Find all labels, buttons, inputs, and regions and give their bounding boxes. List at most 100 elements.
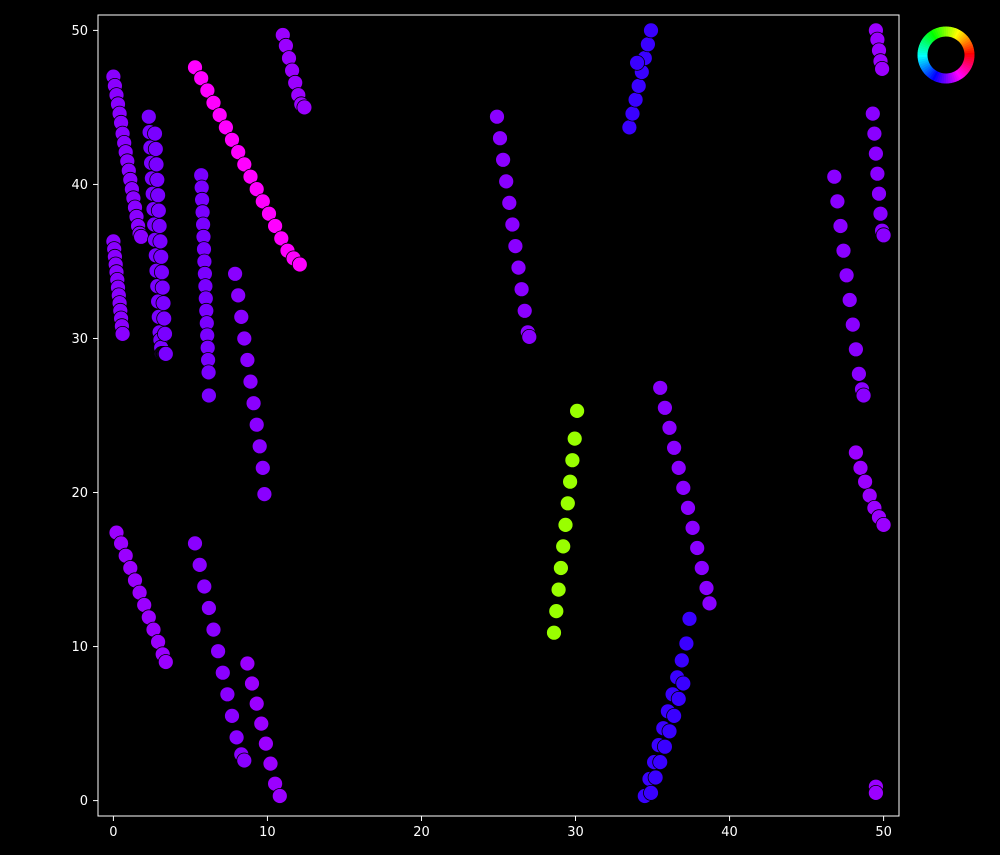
y-tick-label: 20 — [71, 486, 88, 501]
data-point — [262, 755, 279, 772]
data-point — [157, 345, 174, 362]
data-point — [489, 108, 505, 125]
data-point — [835, 242, 852, 259]
data-point — [868, 145, 884, 162]
data-point — [210, 643, 227, 660]
data-point — [253, 715, 270, 732]
data-point — [624, 105, 641, 122]
data-point — [698, 580, 715, 596]
data-point — [693, 560, 710, 576]
data-point — [869, 165, 886, 182]
y-tick-label: 0 — [80, 794, 88, 809]
data-point — [657, 738, 673, 755]
data-point — [661, 419, 678, 436]
series-13 — [621, 22, 659, 136]
series-3 — [147, 125, 174, 362]
data-point — [200, 387, 217, 404]
data-point — [153, 248, 170, 265]
data-point — [647, 769, 664, 786]
series-8 — [108, 524, 174, 670]
series-12 — [546, 402, 585, 641]
data-point — [559, 495, 576, 512]
data-point — [643, 22, 659, 39]
data-point — [510, 259, 527, 276]
data-point — [855, 387, 872, 404]
data-point — [140, 108, 157, 125]
data-point — [516, 302, 533, 319]
data-point — [248, 695, 265, 712]
data-point — [224, 708, 240, 724]
data-point — [689, 540, 706, 556]
data-point — [666, 439, 682, 456]
data-point — [675, 479, 692, 496]
data-point — [553, 560, 569, 576]
data-point — [866, 125, 883, 142]
data-point — [242, 373, 259, 390]
series-10 — [239, 655, 288, 804]
data-point — [187, 535, 203, 552]
data-point — [230, 287, 247, 304]
data-point — [507, 238, 524, 255]
data-point — [868, 785, 884, 801]
data-point — [257, 735, 274, 752]
data-point — [557, 517, 574, 533]
data-point — [652, 754, 669, 770]
data-point — [501, 194, 518, 211]
y-axis: 0 10 20 30 40 50 — [71, 24, 98, 809]
data-point — [640, 36, 656, 53]
data-point — [566, 430, 583, 447]
data-point — [701, 595, 718, 612]
data-point — [200, 600, 217, 616]
data-point — [151, 218, 168, 234]
data-point — [661, 723, 678, 740]
data-point — [652, 379, 669, 396]
data-point — [675, 675, 692, 692]
data-point — [657, 399, 673, 416]
data-point — [871, 185, 887, 202]
series-1 — [105, 233, 131, 342]
data-point — [227, 265, 244, 282]
plot-frame — [97, 14, 900, 817]
data-point — [864, 105, 881, 122]
data-point — [191, 557, 208, 573]
data-point — [256, 486, 273, 503]
data-point — [678, 635, 695, 652]
data-point — [254, 459, 271, 476]
y-tick-label: 10 — [71, 640, 88, 655]
data-point — [291, 256, 308, 273]
data-point — [629, 54, 645, 71]
data-point — [152, 233, 169, 250]
data-point — [838, 267, 855, 284]
data-point — [627, 91, 644, 108]
series-19 — [864, 105, 892, 244]
series-0 — [105, 68, 150, 245]
x-tick-label: 50 — [875, 825, 892, 840]
data-point — [239, 352, 256, 368]
x-axis: 0 10 20 30 40 50 — [109, 816, 892, 840]
data-point — [296, 99, 313, 116]
data-point — [147, 125, 163, 142]
data-point — [155, 295, 172, 312]
data-point — [832, 218, 849, 234]
data-point — [621, 119, 638, 136]
data-point — [251, 438, 268, 455]
data-point — [267, 218, 284, 234]
data-point — [205, 621, 222, 638]
data-point — [154, 279, 171, 296]
data-point — [875, 517, 892, 533]
data-point — [495, 151, 512, 168]
data-point — [271, 788, 288, 804]
data-point — [666, 708, 682, 724]
data-point — [157, 654, 174, 670]
x-tick-label: 0 — [109, 825, 117, 840]
data-point — [147, 141, 164, 157]
data-point — [844, 316, 861, 333]
data-point — [562, 473, 578, 490]
data-point — [150, 202, 167, 219]
data-point — [521, 328, 538, 345]
data-point — [874, 61, 890, 77]
data-point — [680, 499, 696, 516]
data-point — [564, 452, 581, 469]
data-point — [826, 168, 843, 185]
